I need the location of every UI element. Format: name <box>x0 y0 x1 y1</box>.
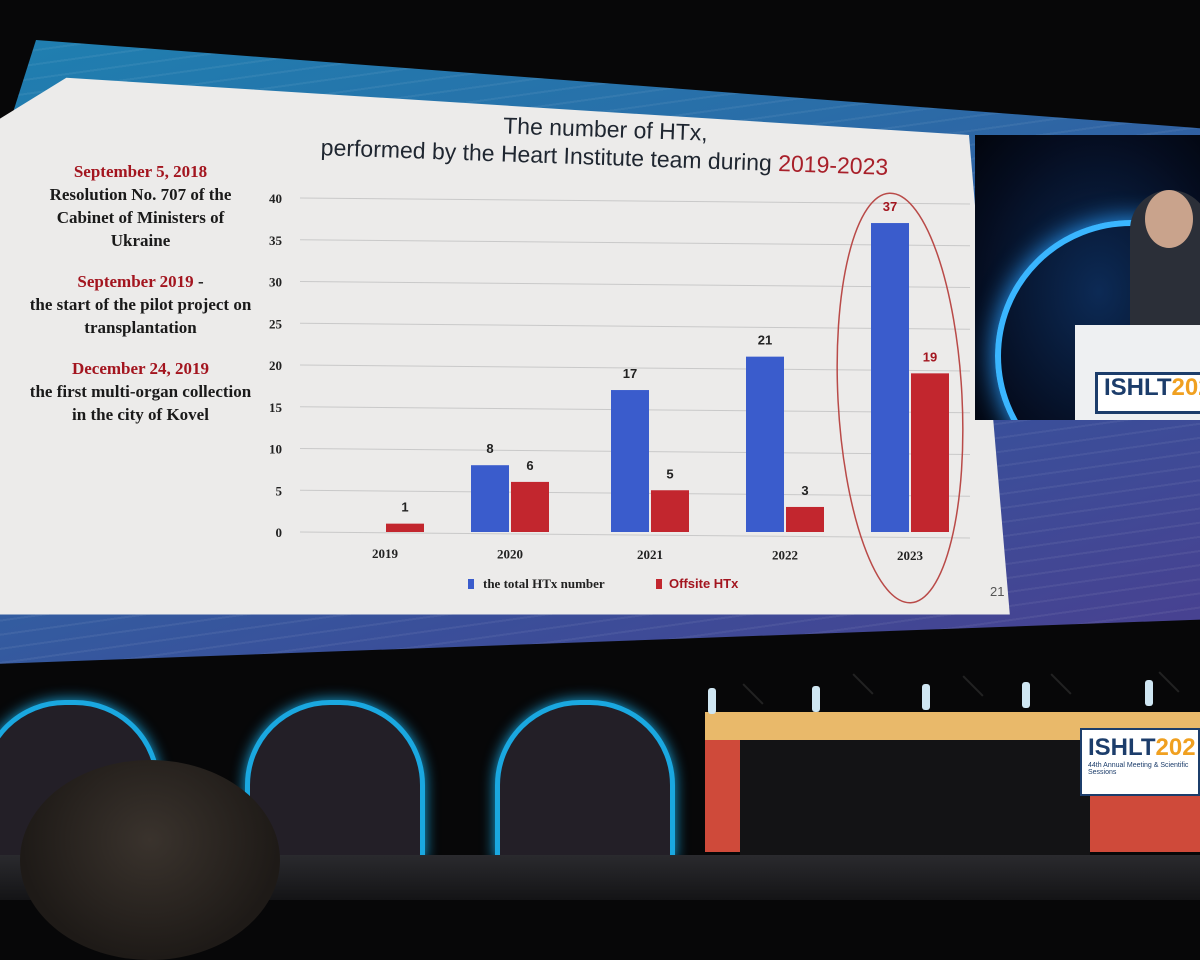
speaker-head <box>1145 190 1193 248</box>
y-tick-label: 25 <box>269 316 283 331</box>
note-2-dash: - <box>193 272 204 291</box>
bar <box>511 481 549 532</box>
water-bottle <box>1022 682 1030 708</box>
y-tick-label: 20 <box>269 358 282 373</box>
gridline <box>299 197 971 205</box>
x-tick-label: 2021 <box>637 547 663 562</box>
legend-swatch <box>656 579 662 589</box>
gridline <box>299 281 971 288</box>
speaker-video-feed: ISHLT202 <box>975 135 1200 420</box>
note-3: December 24, 2019 the first multi-organ … <box>28 357 253 426</box>
note-2-heading: September 2019 <box>77 272 194 291</box>
data-label: 37 <box>883 199 897 214</box>
bar <box>746 356 784 532</box>
audience-member-head <box>20 760 280 960</box>
y-tick-label: 30 <box>269 275 282 290</box>
stage-arch <box>495 700 675 860</box>
data-label: 6 <box>526 458 533 473</box>
y-tick-label: 15 <box>269 400 283 415</box>
bar <box>911 373 949 532</box>
data-label: 3 <box>801 483 808 498</box>
y-tick-label: 10 <box>269 442 282 457</box>
note-2: September 2019 - the start of the pilot … <box>28 270 253 339</box>
data-label: 21 <box>758 333 772 348</box>
data-label: 1 <box>401 500 408 515</box>
data-label: 5 <box>666 466 673 481</box>
data-label: 8 <box>486 441 493 456</box>
legend-label: the total HTx number <box>483 576 605 591</box>
y-tick-label: 5 <box>276 483 283 498</box>
water-bottle <box>708 688 716 714</box>
gridline <box>299 239 971 247</box>
bar-chart: 0 5 10 15 20 25 30 35 40 2019 1 2020 8 6 2021 17 5 2022 21… <box>269 191 1004 604</box>
table-front-panel <box>740 740 1090 870</box>
y-tick-label: 35 <box>269 233 283 248</box>
gridline <box>299 322 971 330</box>
table-logo-year: 202 <box>1155 734 1196 761</box>
podium-logo: ISHLT202 <box>1095 372 1200 414</box>
bar <box>871 223 909 533</box>
bar <box>611 390 649 532</box>
gridline <box>299 364 971 372</box>
bar <box>786 506 824 532</box>
y-tick-label: 0 <box>276 525 283 540</box>
legend-swatch <box>468 579 474 589</box>
note-3-heading: December 24, 2019 <box>71 359 210 378</box>
timeline-notes: September 5, 2018 Resolution No. 707 of … <box>28 160 253 444</box>
table-logo: ISHLT202 44th Annual Meeting & Scientifi… <box>1080 728 1200 796</box>
table-logo-sub: 44th Annual Meeting & Scientific Session… <box>1088 762 1189 776</box>
note-1-body: Resolution No. 707 of the Cabinet of Min… <box>49 185 232 250</box>
data-label: 17 <box>623 366 637 381</box>
legend-label: Offsite HTx <box>669 576 739 591</box>
x-tick-label: 2020 <box>497 547 523 562</box>
water-bottle <box>1145 680 1153 706</box>
note-1: September 5, 2018 Resolution No. 707 of … <box>28 160 253 252</box>
gridline <box>299 531 971 539</box>
highlight-ellipse-2023 <box>836 192 964 604</box>
data-label: 19 <box>923 349 937 364</box>
podium-logo-main: ISHLT <box>1104 374 1172 401</box>
y-tick-label: 40 <box>269 191 282 206</box>
table-logo-main: ISHLT <box>1088 734 1156 761</box>
x-tick-label: 2019 <box>372 546 399 561</box>
x-tick-label: 2023 <box>897 548 924 563</box>
slide-page-number: 21 <box>990 584 1004 599</box>
note-3-body: the first multi-organ collection in the … <box>29 382 252 424</box>
water-bottle <box>812 686 820 712</box>
water-bottle <box>922 684 930 710</box>
x-tick-label: 2022 <box>772 548 798 563</box>
note-1-heading: September 5, 2018 <box>73 162 208 181</box>
bar <box>471 465 509 532</box>
podium-logo-year: 202 <box>1171 374 1200 401</box>
note-2-body: the start of the pilot project on transp… <box>29 295 252 337</box>
bar <box>651 490 689 532</box>
bar <box>386 523 424 532</box>
